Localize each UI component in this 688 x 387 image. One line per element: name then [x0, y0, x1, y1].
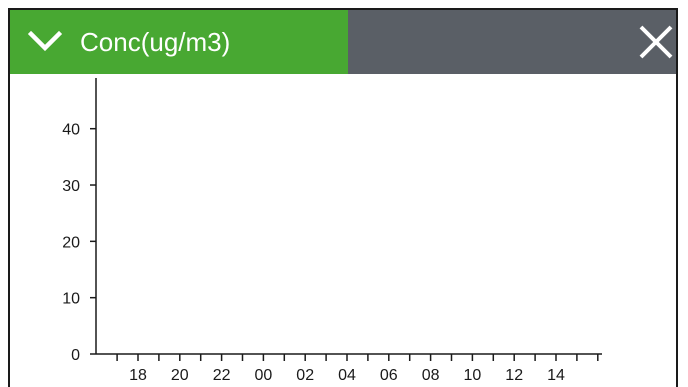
x-tick-label: 10 [464, 367, 482, 384]
chart-axes [95, 78, 602, 355]
close-icon[interactable] [638, 24, 674, 60]
y-tick-label: 20 [62, 234, 80, 251]
x-axis-ticks: 18 20 22 00 02 04 06 08 10 12 14 [116, 354, 599, 384]
x-tick-label: 12 [505, 367, 523, 384]
y-tick-label: 10 [62, 291, 80, 308]
chart-window: Conc(ug/m3) 0 10 20 30 40 18 20 22 00 02 04 06 08 10… [8, 8, 678, 387]
x-tick-label: 02 [296, 367, 314, 384]
chart-header: Conc(ug/m3) [10, 10, 676, 74]
x-tick-label: 00 [255, 367, 273, 384]
chevron-down-icon [28, 30, 62, 52]
x-tick-label: 08 [422, 367, 440, 384]
x-tick-label: 14 [547, 367, 565, 384]
y-tick-label: 30 [62, 178, 80, 195]
y-axis-ticks: 0 10 20 30 40 [62, 122, 96, 364]
x-tick-label: 20 [171, 367, 189, 384]
metric-label: Conc(ug/m3) [80, 27, 231, 57]
x-tick-label: 06 [380, 367, 398, 384]
concentration-chart: 0 10 20 30 40 18 20 22 00 02 04 06 08 10 12 14 [62, 78, 602, 384]
metric-dropdown[interactable]: Conc(ug/m3) [10, 10, 348, 74]
y-tick-label: 0 [71, 347, 80, 364]
y-tick-label: 40 [62, 122, 80, 139]
x-tick-label: 18 [129, 367, 147, 384]
x-tick-label: 04 [338, 367, 356, 384]
x-tick-label: 22 [213, 367, 231, 384]
